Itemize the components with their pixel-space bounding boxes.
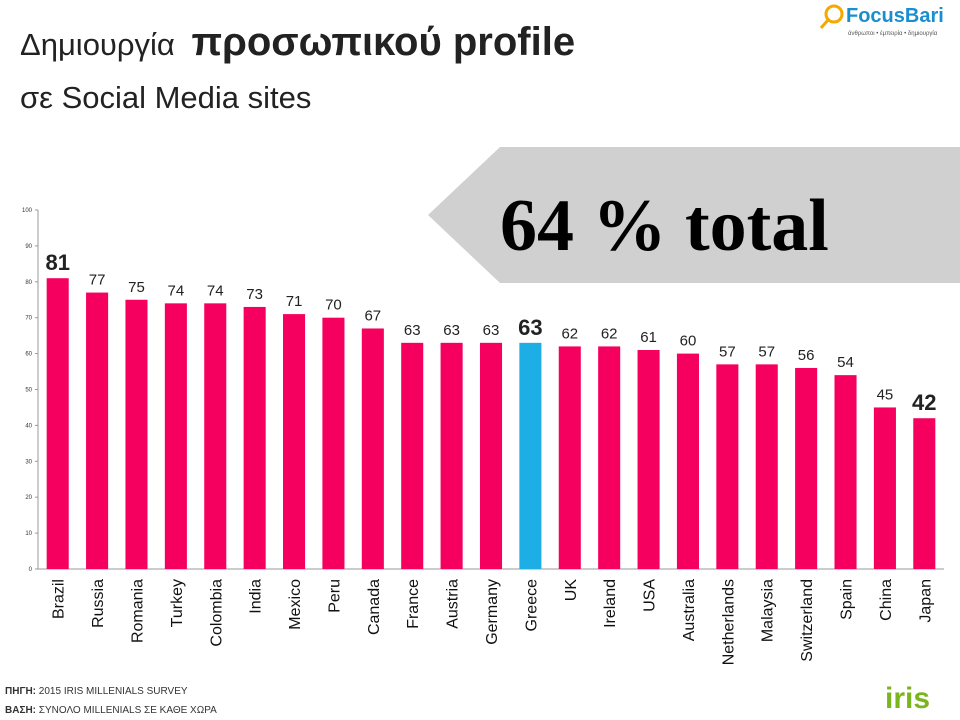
bar <box>637 350 660 569</box>
base-label: ΒΑΣΗ: <box>5 705 36 716</box>
x-tick-label: Switzerland <box>799 579 816 662</box>
title-bold: προσωπικού profile <box>191 20 575 64</box>
bar <box>125 299 148 569</box>
bar <box>598 346 621 569</box>
value-label: 74 <box>207 282 224 299</box>
logo-icon <box>819 19 830 29</box>
title: Δημιουργία προσωπικού profile <box>20 20 575 64</box>
y-tick-label: 70 <box>25 316 32 322</box>
y-tick-label: 90 <box>25 244 32 250</box>
value-label: 57 <box>719 343 736 360</box>
value-label: 60 <box>680 333 697 350</box>
x-tick-label: India <box>248 579 265 614</box>
value-label: 61 <box>640 329 657 346</box>
source-text: 2015 IRIS MILLENIALS SURVEY <box>36 686 188 697</box>
x-tick-label: Mexico <box>287 579 304 630</box>
x-tick-label: China <box>878 579 895 621</box>
value-label: 62 <box>601 325 618 342</box>
base: ΒΑΣΗ: ΣΥΝΟΛΟ MILLENIALS ΣΕ ΚΑΘΕ ΧΩΡΑ <box>5 705 217 716</box>
bar <box>204 303 227 569</box>
value-label: 56 <box>798 347 815 364</box>
source-label: ΠΗΓΗ: <box>5 686 36 697</box>
bar <box>913 418 936 569</box>
value-label: 63 <box>404 322 421 339</box>
value-label: 73 <box>246 286 263 303</box>
bar <box>834 375 857 569</box>
value-label: 63 <box>483 322 500 339</box>
bar <box>283 314 306 569</box>
x-tick-label: Turkey <box>169 579 186 627</box>
y-tick-label: 0 <box>29 567 33 573</box>
bar <box>716 364 739 569</box>
bar <box>479 342 503 569</box>
x-tick-label: Canada <box>366 579 383 635</box>
x-tick-label: Japan <box>917 579 934 623</box>
title-normal: Δημιουργία <box>20 27 175 62</box>
bar <box>401 342 424 569</box>
subtitle: σε Social Media sites <box>20 80 311 115</box>
x-tick-label: Spain <box>839 579 856 620</box>
bar <box>322 317 345 569</box>
x-tick-label: Netherlands <box>720 579 737 665</box>
value-label: 77 <box>89 272 106 289</box>
x-tick-label: Austria <box>445 579 462 629</box>
source: ΠΗΓΗ: 2015 IRIS MILLENIALS SURVEY <box>5 686 188 697</box>
bar <box>361 328 384 569</box>
value-label: 81 <box>45 250 69 275</box>
brand: iris <box>885 682 930 715</box>
x-tick-label: Greece <box>523 579 540 632</box>
y-tick-label: 50 <box>25 388 32 394</box>
y-tick-label: 20 <box>25 495 32 501</box>
x-tick-label: Brazil <box>51 579 68 619</box>
x-tick-label: France <box>405 579 422 629</box>
bar <box>164 303 187 569</box>
x-tick-label: Malaysia <box>760 579 777 642</box>
x-tick-label: Australia <box>681 579 698 641</box>
x-tick-label: Russia <box>90 579 107 628</box>
bar <box>46 278 69 569</box>
value-label: 67 <box>364 307 381 324</box>
value-label: 62 <box>561 325 578 342</box>
x-tick-label: UK <box>563 579 580 602</box>
x-tick-label: Peru <box>326 579 343 613</box>
bar <box>558 346 581 569</box>
y-tick-label: 60 <box>25 352 32 358</box>
bar <box>440 342 463 569</box>
x-tick-label: Germany <box>484 579 501 645</box>
bar <box>86 292 109 569</box>
logo: FocusBari <box>846 5 944 27</box>
banner-arrow <box>428 147 960 283</box>
x-tick-label: Ireland <box>602 579 619 628</box>
bar <box>676 353 699 569</box>
x-tick-label: Colombia <box>208 579 225 647</box>
banner: 64 % total <box>500 185 829 267</box>
value-label: 63 <box>518 315 542 340</box>
bar <box>873 407 896 569</box>
logo-icon <box>824 4 844 24</box>
y-tick-label: 40 <box>25 423 32 429</box>
value-label: 57 <box>758 343 775 360</box>
base-text: ΣΥΝΟΛΟ MILLENIALS ΣΕ ΚΑΘΕ ΧΩΡΑ <box>36 705 217 716</box>
x-tick-label: USA <box>642 579 659 612</box>
x-tick-label: Romania <box>129 579 146 643</box>
bar <box>519 342 542 569</box>
y-tick-label: 100 <box>22 208 33 214</box>
logo-tagline: άνθρωποι • έμπειρία • δημιουργία <box>848 30 938 37</box>
bar <box>755 364 778 569</box>
value-label: 71 <box>286 293 303 310</box>
value-label: 45 <box>877 386 894 403</box>
y-tick-label: 80 <box>25 280 32 286</box>
value-label: 42 <box>912 390 936 415</box>
y-tick-label: 10 <box>25 531 32 537</box>
value-label: 74 <box>168 282 185 299</box>
value-label: 63 <box>443 322 460 339</box>
bar <box>795 367 818 569</box>
value-label: 70 <box>325 297 342 314</box>
value-label: 54 <box>837 354 854 371</box>
value-label: 75 <box>128 279 145 296</box>
bar <box>243 306 266 569</box>
y-tick-label: 30 <box>25 459 32 465</box>
